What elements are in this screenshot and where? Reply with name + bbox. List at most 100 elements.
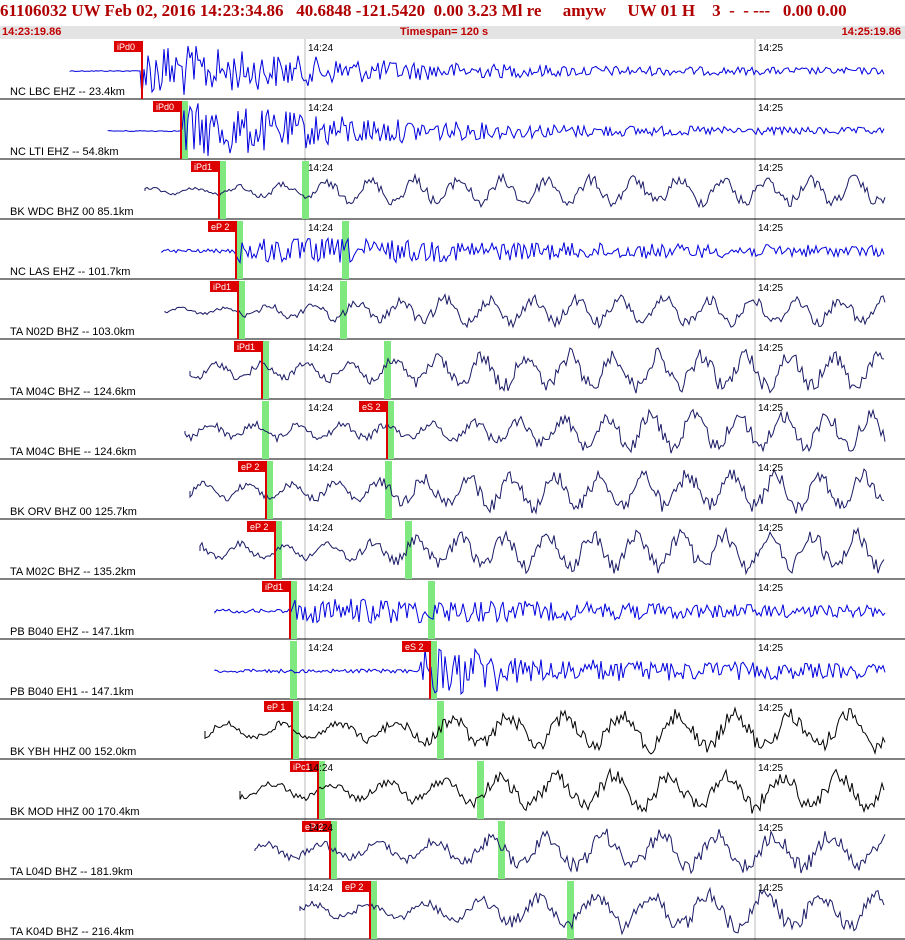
phase-marker [292, 701, 299, 759]
pick-flag[interactable] [208, 221, 236, 232]
trace-row[interactable]: eP 2 14:24 14:25 TA K04D BHZ -- 216.4km [0, 881, 905, 940]
time-tick-label: 14:25 [758, 163, 783, 174]
time-tick-label: 14:24 [308, 643, 333, 654]
pick-label: iPd1 [237, 342, 255, 352]
phase-marker [477, 761, 484, 819]
station-label: TA M04C BHZ -- 124.6km [10, 386, 136, 398]
trace-row[interactable]: iPd0 14:24 14:25 NC LBC EHZ -- 23.4km [0, 41, 905, 100]
pick-label: iPd0 [156, 102, 174, 112]
trace-row[interactable]: eP 2 14:24 14:25 TA M02C BHZ -- 135.2km [0, 521, 905, 580]
time-tick-label: 14:25 [758, 343, 783, 354]
pick-flag[interactable] [234, 341, 262, 352]
station-label: TA L04D BHZ -- 181.9km [10, 866, 133, 878]
station-label: BK YBH HHZ 00 152.0km [10, 746, 136, 758]
time-tick-label: 14:25 [758, 223, 783, 234]
waveform [107, 103, 885, 157]
pick-label: eP 2 [250, 522, 268, 532]
station-label: TA N02D BHZ -- 103.0km [10, 326, 135, 338]
pick-flag[interactable] [153, 101, 181, 112]
pick-label: eS 2 [405, 642, 424, 652]
trace-row[interactable]: iPd1 14:24 14:25 TA N02D BHZ -- 103.0km [0, 281, 905, 340]
pick-flag[interactable] [302, 821, 330, 832]
time-tick-label: 14:25 [758, 523, 783, 534]
waveform [144, 172, 886, 209]
trace-row[interactable]: eS 2 14:24 14:25 TA M04C BHE -- 124.6km [0, 401, 905, 460]
time-tick-label: 14:24 [308, 703, 333, 714]
pick-flag[interactable] [402, 641, 430, 652]
phase-marker [275, 521, 282, 579]
start-time: 14:23:19.86 [2, 26, 62, 38]
pick-label: eP 2 [305, 822, 323, 832]
trace-row[interactable]: eS 2 14:24 14:25 PB B040 EH1 -- 147.1km [0, 641, 905, 700]
phase-marker [290, 641, 297, 699]
waveform [189, 347, 885, 394]
pick-flag[interactable] [342, 881, 370, 892]
time-tick-label: 14:25 [758, 463, 783, 474]
time-tick-label: 14:24 [308, 403, 333, 414]
waveform [69, 45, 885, 97]
time-tick-label: 14:24 [308, 103, 333, 114]
pick-flag[interactable] [114, 41, 142, 52]
waveform [184, 408, 886, 454]
pick-flag[interactable] [238, 461, 266, 472]
trace-row[interactable]: iPd1 14:24 14:25 TA M04C BHZ -- 124.6km [0, 341, 905, 400]
time-tick-label: 14:24 [308, 283, 333, 294]
waveform [199, 526, 885, 576]
seismogram-panel[interactable]: iPd0 14:24 14:25 NC LBC EHZ -- 23.4km iPd0 14… [0, 39, 905, 940]
time-tick-label: 14:25 [758, 403, 783, 414]
time-tick-label: 14:24 [308, 583, 333, 594]
trace-row[interactable]: eP 2 14:24 14:25 BK ORV BHZ 00 125.7km [0, 461, 905, 520]
pick-flag[interactable] [359, 401, 387, 412]
phase-marker [318, 761, 325, 819]
time-tick-label: 14:25 [758, 703, 783, 714]
time-tick-label: 14:24 [308, 823, 333, 834]
waveform [164, 293, 886, 330]
trace-row[interactable]: eP 2 14:24 14:25 NC LAS EHZ -- 101.7km [0, 221, 905, 280]
time-tick-label: 14:25 [758, 823, 783, 834]
time-tick-label: 14:24 [308, 223, 333, 234]
time-bar: 14:23:19.86 Timespan= 120 s 14:25:19.86 [0, 26, 905, 39]
pick-flag[interactable] [264, 701, 292, 712]
pick-flag[interactable] [210, 281, 238, 292]
pick-flag[interactable] [247, 521, 275, 532]
pick-label: iPd0 [117, 42, 135, 52]
phase-marker [567, 881, 574, 939]
time-tick-label: 14:24 [308, 883, 333, 894]
phase-marker [302, 161, 309, 219]
station-label: BK ORV BHZ 00 125.7km [10, 506, 137, 518]
trace-row[interactable]: iPd1 14:24 14:25 BK WDC BHZ 00 85.1km [0, 161, 905, 220]
station-label: PB B040 EH1 -- 147.1km [10, 686, 134, 698]
phase-marker [387, 401, 394, 459]
station-label: PB B040 EHZ -- 147.1km [10, 626, 134, 638]
station-label: BK MOD HHZ 00 170.4km [10, 806, 140, 818]
phase-marker [428, 581, 435, 639]
pick-flag[interactable] [191, 161, 219, 172]
phase-marker [236, 221, 243, 279]
trace-row[interactable]: eP 1 14:24 14:25 BK YBH HHZ 00 152.0km [0, 701, 905, 760]
end-time: 14:25:19.86 [841, 26, 901, 38]
time-tick-label: 14:24 [308, 763, 333, 774]
time-tick-label: 14:24 [308, 43, 333, 54]
waveform [204, 706, 886, 755]
time-tick-label: 14:25 [758, 583, 783, 594]
pick-label: iPd1 [194, 162, 212, 172]
trace-row[interactable]: eP 214:24 14:25 TA L04D BHZ -- 181.9km [0, 821, 905, 880]
waveform [239, 767, 885, 814]
phase-marker [219, 161, 226, 219]
pick-label: eS 2 [362, 402, 381, 412]
pick-label: iPd1 [265, 582, 283, 592]
pick-label: eP 1 [267, 702, 285, 712]
waveform [254, 828, 886, 875]
trace-row[interactable]: iPd0 14:24 14:25 NC LTI EHZ -- 54.8km [0, 101, 905, 160]
trace-row[interactable]: iPd1 14:24 14:25 PB B040 EHZ -- 147.1km [0, 581, 905, 640]
pick-label: iPd1 [213, 282, 231, 292]
phase-marker [238, 281, 245, 339]
phase-marker [342, 221, 349, 279]
pick-flag[interactable] [262, 581, 290, 592]
time-tick-label: 14:25 [758, 763, 783, 774]
time-tick-label: 14:24 [308, 523, 333, 534]
waveform [299, 886, 885, 936]
pick-flag[interactable] [290, 761, 318, 772]
phase-marker [290, 581, 297, 639]
